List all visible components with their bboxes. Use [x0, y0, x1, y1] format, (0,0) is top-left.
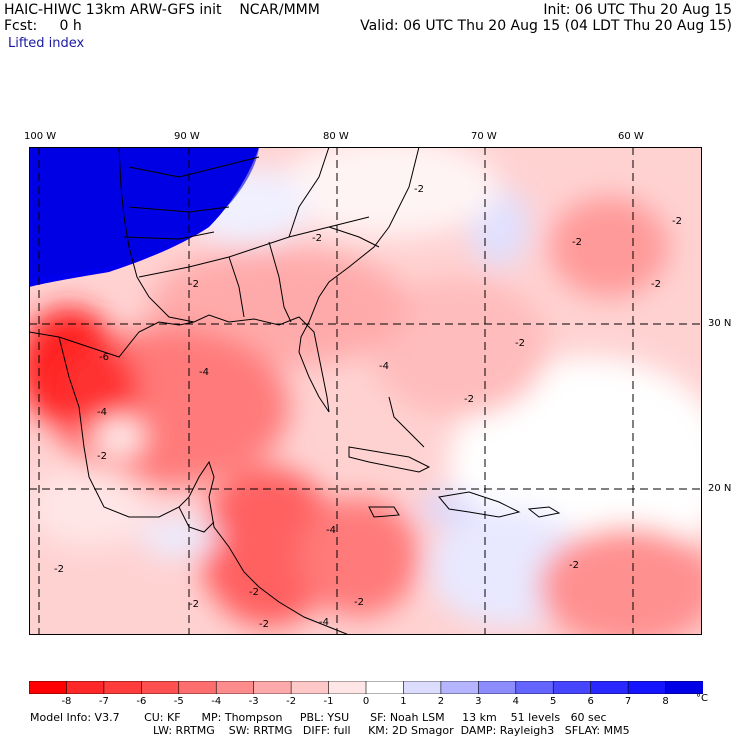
valid-time: Valid: 06 UTC Thu 20 Aug 15 (04 LDT Thu …	[360, 18, 732, 34]
colorbar-swatch	[515, 681, 555, 694]
fcst-label: Fcst:	[4, 18, 38, 34]
colorbar-swatch	[178, 681, 218, 694]
colorbar-swatch	[328, 681, 367, 694]
colorbar-tick-label: 8	[662, 696, 669, 707]
colorbar-tick-label: 7	[624, 696, 632, 707]
info-version: Model Info: V3.7	[30, 711, 120, 724]
contour-label: -2	[414, 184, 424, 195]
colorbar-swatch	[103, 681, 143, 694]
lifted-index-map: -2 -2 -2 -2 -2 -2 -2 -2 -2 -4 -4 -4 -6 -…	[29, 147, 702, 635]
info-sw: SW: RRTMG	[228, 724, 293, 737]
colorbar-tick-label: 0	[362, 696, 370, 707]
lon-label-100w: 100 W	[24, 131, 57, 142]
colorbar-tick-label: 6	[587, 696, 594, 707]
contour-label: -2	[312, 233, 322, 244]
info-mp: MP: Thompson	[201, 711, 283, 724]
colorbar-swatch	[29, 681, 68, 694]
info-damp: DAMP: Rayleigh3	[460, 724, 555, 737]
info-lw: LW: RRTMG	[153, 724, 215, 737]
init-time: Init: 06 UTC Thu 20 Aug 15	[543, 2, 732, 18]
colorbar-unit: °C	[696, 693, 708, 704]
info-cu: CU: KF	[144, 711, 181, 724]
colorbar-swatch	[141, 681, 180, 694]
contour-label: -2	[54, 564, 64, 575]
colorbar-swatch	[627, 681, 667, 694]
contour-label: -2	[97, 451, 107, 462]
contour-label: -6	[99, 352, 109, 363]
lon-label-70w: 70 W	[471, 131, 497, 142]
contour-label: -2	[651, 279, 661, 290]
lat-label-20n: 20 N	[708, 483, 732, 494]
contour-label: -2	[464, 394, 474, 405]
colorbar-swatch	[478, 681, 517, 694]
map-frame	[29, 147, 702, 635]
lat-label-30n: 30 N	[708, 318, 732, 329]
colorbar-tick-label: 2	[437, 696, 445, 707]
field-name: Lifted index	[8, 36, 85, 51]
colorbar-tick-label: -4	[211, 696, 222, 707]
contour-label: -2	[189, 279, 199, 290]
colorbar-tick-label: -8	[61, 696, 72, 707]
contour-label: -2	[572, 237, 582, 248]
colorbar-tick-label: -7	[98, 696, 109, 707]
info-diff: DIFF: full	[302, 724, 351, 737]
contour-label: -2	[189, 599, 199, 610]
colorbar	[29, 681, 703, 694]
lat-lon-grid	[29, 147, 702, 635]
header-right: Init: 06 UTC Thu 20 Aug 15 Valid: 06 UTC…	[360, 2, 732, 34]
field-shading	[29, 147, 702, 635]
lon-label-80w: 80 W	[323, 131, 349, 142]
info-pbl: PBL: YSU	[299, 711, 350, 724]
colorbar-swatch	[290, 681, 330, 694]
lon-label-90w: 90 W	[174, 131, 200, 142]
contour-label: -4	[319, 617, 329, 628]
colorbar-swatch	[253, 681, 292, 694]
model-info-line1: Model Info: V3.7 CU: KF MP: Thompson PBL…	[30, 711, 607, 724]
contour-label: -2	[515, 338, 525, 349]
colorbar-swatch	[403, 681, 442, 694]
contour-label: -4	[379, 361, 389, 372]
colorbar-tick-label: -5	[173, 696, 184, 707]
info-levels: 51 levels	[510, 711, 561, 724]
contour-label: -2	[249, 587, 259, 598]
contour-labels: -2 -2 -2 -2 -2 -2 -2 -2 -2 -4 -4 -4 -6 -…	[54, 184, 682, 630]
lon-label-60w: 60 W	[618, 131, 644, 142]
info-sflay: SFLAY: MM5	[564, 724, 630, 737]
info-step: 60 sec	[570, 711, 607, 724]
colorbar-swatch	[665, 681, 703, 694]
header-left: HAIC-HIWC 13km ARW-GFS init NCAR/MMM Fcs…	[4, 2, 320, 34]
contour-label: -4	[326, 525, 336, 536]
contour-label: -2	[569, 560, 579, 571]
colorbar-swatch	[365, 681, 405, 694]
colorbar-tick-label: 5	[550, 696, 557, 707]
fcst-value: 0 h	[59, 18, 82, 34]
contour-label: -2	[672, 216, 682, 227]
colorbar-tick-label: 3	[475, 696, 482, 707]
colorbar-tick-label: -2	[286, 696, 297, 707]
colorbar-swatch	[66, 681, 105, 694]
contour-label: -4	[97, 407, 107, 418]
info-km: KM: 2D Smagor	[368, 724, 454, 737]
contour-label: -4	[199, 367, 209, 378]
model-title: HAIC-HIWC 13km ARW-GFS init	[4, 2, 222, 18]
model-info-line2: LW: RRTMG SW: RRTMG DIFF: full KM: 2D Sm…	[153, 724, 630, 737]
contour-label: -2	[354, 597, 364, 608]
colorbar-tick-label: -6	[136, 696, 147, 707]
org-label: NCAR/MMM	[239, 2, 320, 18]
info-sf: SF: Noah LSM	[370, 711, 445, 724]
colorbar-tick-label: 1	[400, 696, 407, 707]
colorbar-swatch	[552, 681, 592, 694]
contour-label: -2	[259, 619, 269, 630]
colorbar-swatch	[215, 681, 255, 694]
colorbar-tick-label: -3	[248, 696, 259, 707]
colorbar-tick-label: -1	[323, 696, 334, 707]
colorbar-tick-label: 4	[512, 696, 519, 707]
colorbar-swatch	[440, 681, 480, 694]
info-res: 13 km	[462, 711, 497, 724]
colorbar-swatch	[590, 681, 629, 694]
